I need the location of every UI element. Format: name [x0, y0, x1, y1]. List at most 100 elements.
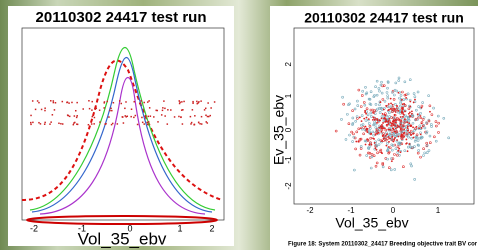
right-title: 20110302 24417 test run: [304, 10, 464, 26]
decoration: [112, 123, 114, 125]
decoration: [37, 100, 39, 102]
y-tick-label: 2: [284, 61, 293, 66]
decoration: [404, 118, 406, 120]
decoration: [376, 122, 378, 124]
decoration: [76, 115, 78, 117]
decoration: [76, 102, 78, 104]
decoration: [380, 101, 382, 103]
decoration: [378, 132, 380, 134]
decoration: [359, 117, 361, 119]
right-panel: [270, 6, 478, 250]
decoration: [355, 141, 357, 143]
decoration: [429, 111, 431, 113]
decoration: [99, 121, 101, 123]
decoration: [409, 106, 411, 108]
x-tick-label: -2: [30, 223, 38, 233]
decoration: [110, 108, 112, 110]
decoration: [377, 119, 379, 121]
decoration: [192, 102, 194, 104]
decoration: [401, 107, 403, 109]
decoration: [62, 123, 64, 125]
decoration: [141, 100, 143, 102]
decoration: [194, 115, 196, 117]
decoration: [357, 141, 359, 143]
x-axis-label: Vol_35_ebv: [78, 229, 167, 248]
decoration: [400, 116, 402, 118]
decoration: [127, 116, 128, 118]
decoration: [366, 138, 368, 140]
decoration: [91, 109, 93, 111]
decoration: [133, 101, 135, 103]
decoration: [374, 147, 376, 149]
decoration: [390, 108, 392, 110]
decoration: [397, 150, 399, 152]
decoration: [121, 103, 123, 105]
canvas: 20110302 24417 test run -2 -1 0 1 2 Vol_…: [0, 0, 478, 250]
decoration: [395, 111, 397, 113]
decoration: [418, 127, 420, 129]
decoration: [109, 110, 111, 112]
decoration: [382, 135, 384, 137]
decoration: [383, 138, 385, 140]
decoration: [153, 116, 155, 118]
decoration: [66, 102, 68, 104]
decoration: [380, 127, 382, 129]
decoration: [420, 134, 422, 136]
x-tick-label: -2: [306, 206, 314, 215]
decoration: [393, 119, 395, 121]
decoration: [150, 115, 152, 117]
decoration: [30, 124, 32, 126]
decoration: [190, 116, 192, 118]
decoration: [52, 114, 54, 116]
decoration: [161, 114, 163, 116]
x-tick-label: 1: [177, 223, 182, 233]
decoration: [145, 115, 147, 117]
decoration: [388, 109, 390, 111]
decoration: [401, 99, 403, 101]
decoration: [30, 122, 32, 124]
decoration: [180, 117, 182, 119]
decoration: [382, 113, 384, 115]
x-axis-label: Vol_35_ebv: [335, 215, 408, 231]
decoration: [191, 122, 193, 124]
decoration: [363, 118, 365, 120]
decoration: [104, 123, 106, 125]
decoration: [371, 144, 373, 146]
decoration: [360, 127, 362, 129]
decoration: [68, 102, 70, 104]
decoration: [385, 134, 387, 136]
decoration: [148, 116, 150, 118]
decoration: [162, 107, 164, 109]
decoration: [390, 129, 392, 131]
decoration: [403, 125, 405, 127]
decoration: [398, 92, 400, 94]
decoration: [380, 125, 382, 127]
decoration: [420, 117, 422, 119]
decoration: [391, 160, 393, 162]
decoration: [386, 119, 388, 121]
decoration: [388, 136, 390, 138]
decoration: [386, 121, 388, 123]
x-tick-label: 2: [209, 223, 214, 233]
decoration: [137, 124, 139, 126]
decoration: [35, 109, 37, 111]
decoration: [117, 123, 119, 125]
decoration: [365, 113, 367, 115]
decoration: [409, 115, 411, 117]
decoration: [74, 115, 76, 117]
decoration: [393, 124, 395, 126]
decoration: [208, 116, 210, 118]
decoration: [94, 117, 96, 119]
decoration: [38, 122, 40, 124]
decoration: [192, 109, 194, 111]
decoration: [82, 108, 84, 110]
decoration: [389, 138, 391, 140]
decoration: [383, 109, 385, 111]
decoration: [403, 133, 405, 135]
caption: Figure 18: System 20110302_24417 Breedin…: [288, 242, 478, 248]
decoration: [106, 101, 108, 103]
decoration: [384, 127, 386, 129]
decoration: [194, 124, 196, 126]
decoration: [416, 126, 418, 128]
decoration: [372, 119, 374, 121]
